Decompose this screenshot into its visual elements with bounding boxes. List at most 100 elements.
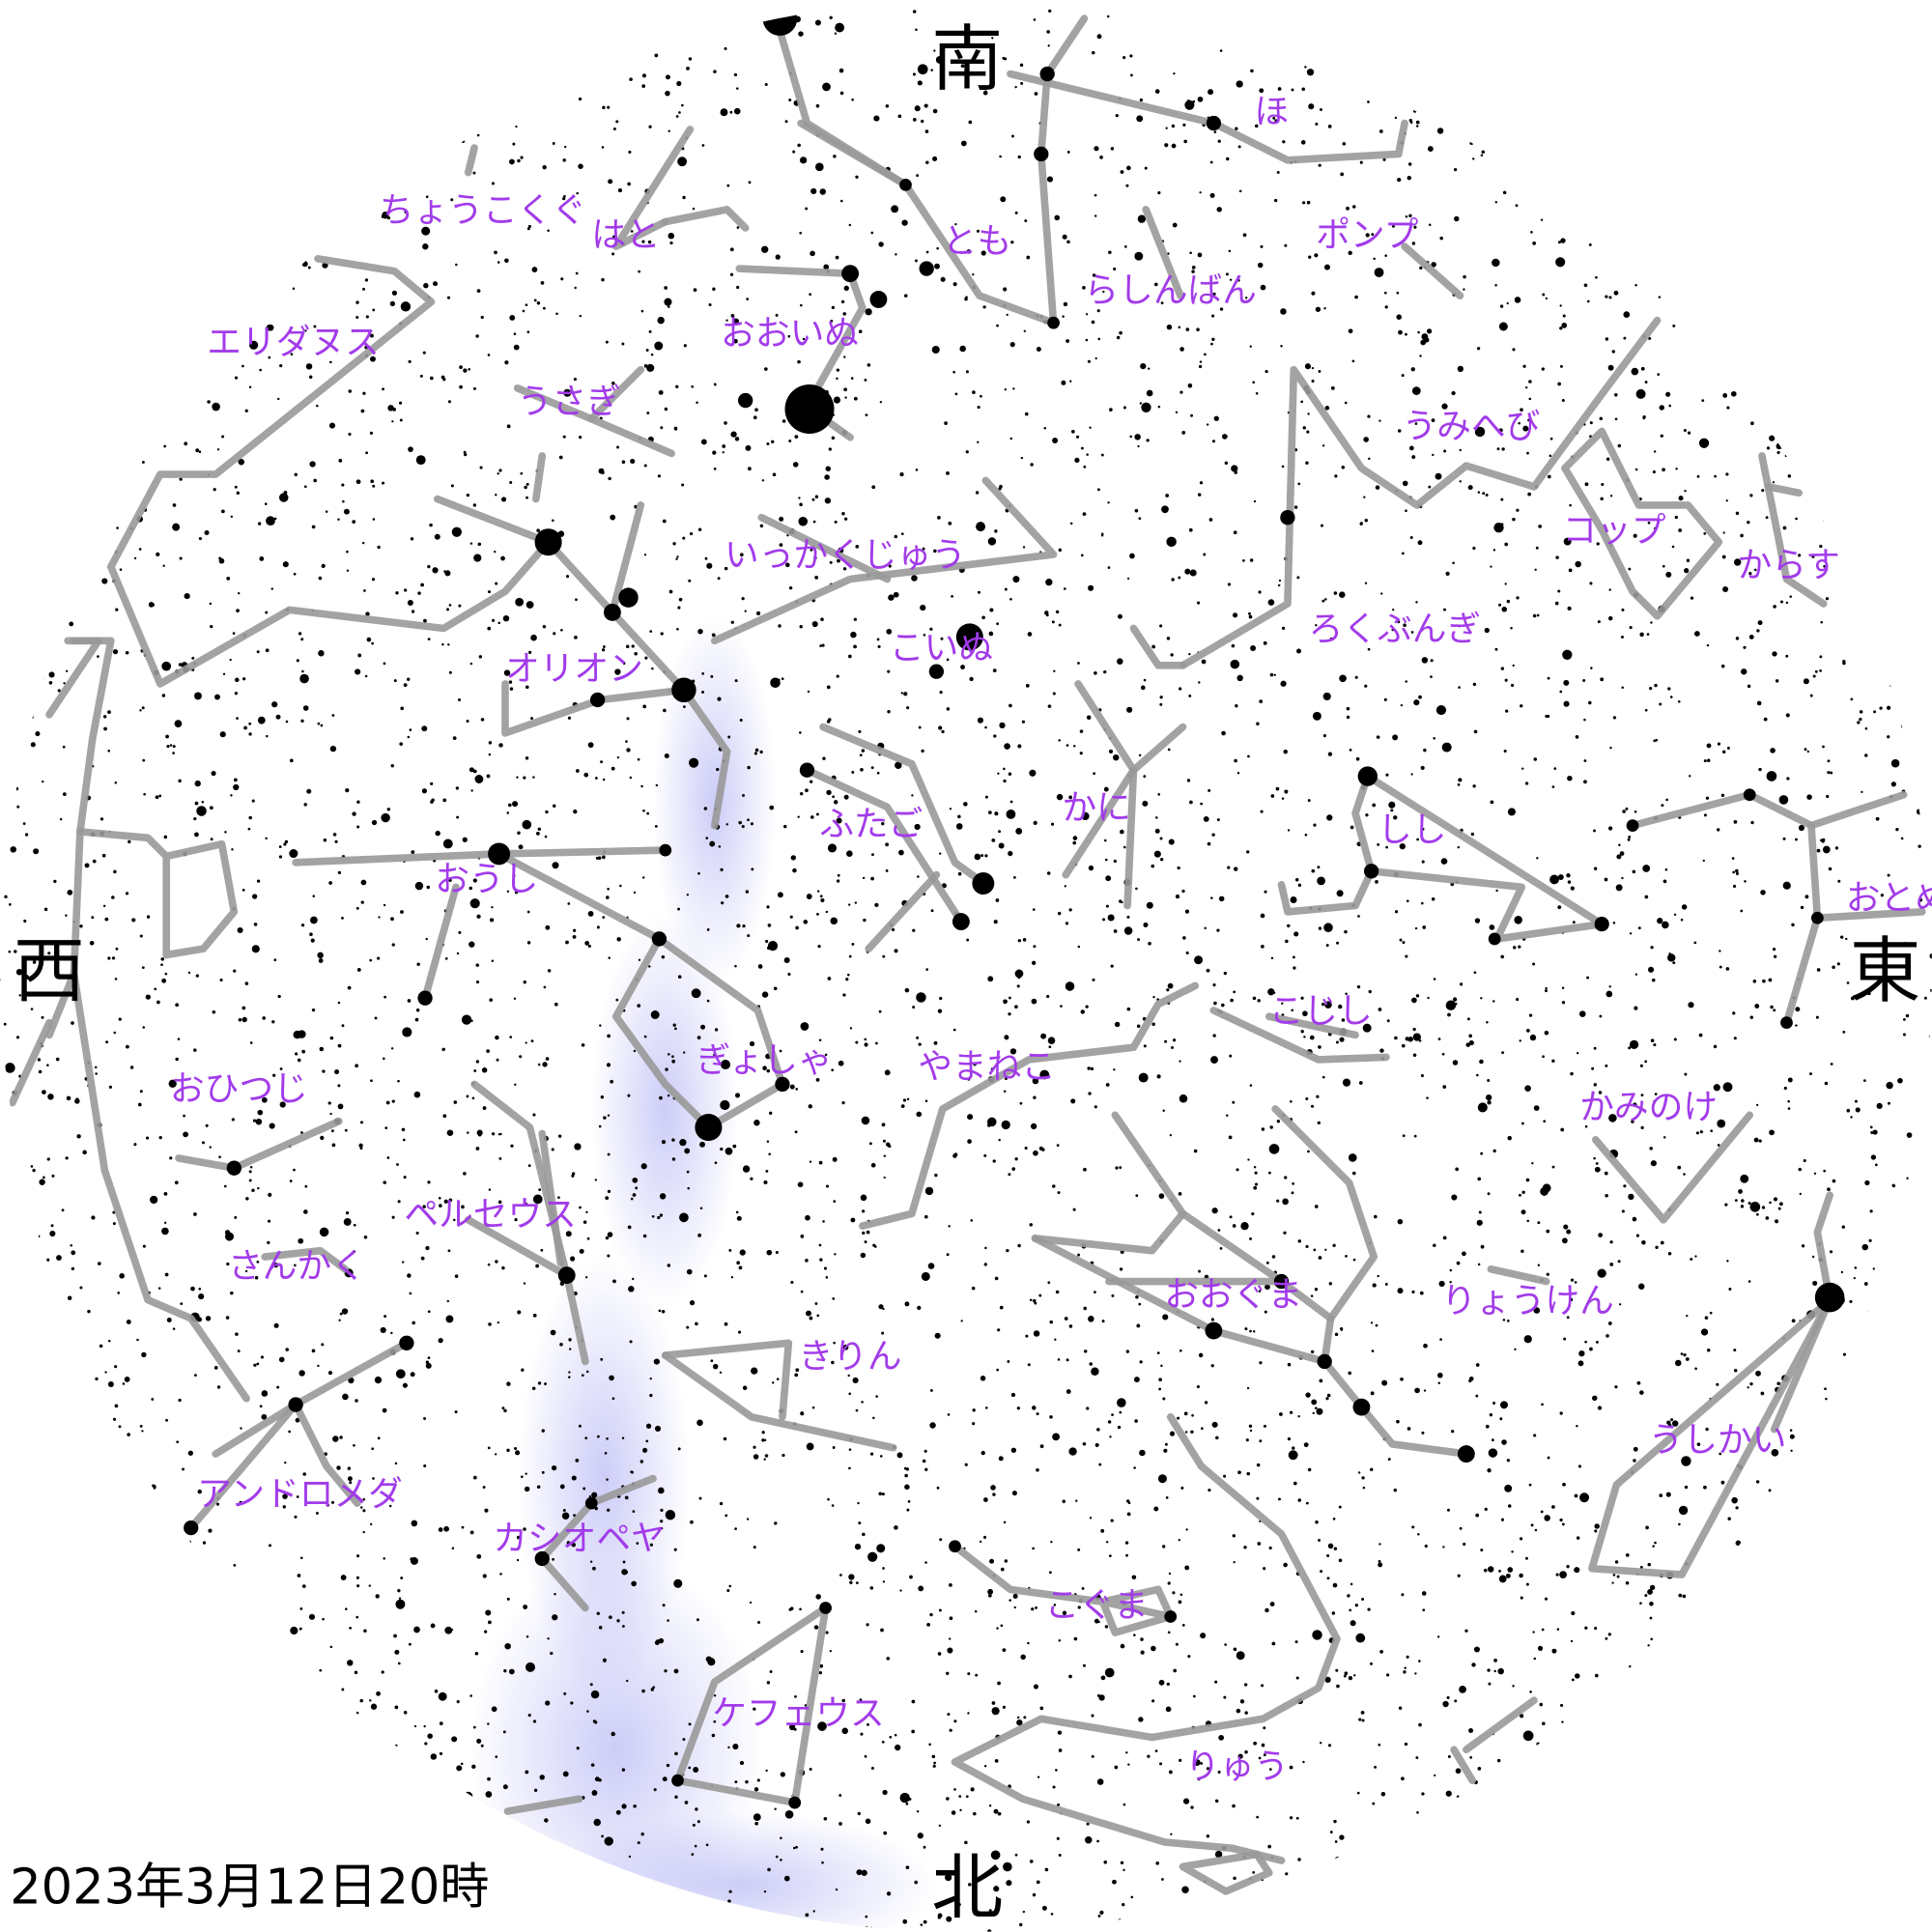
star xyxy=(18,994,22,997)
star xyxy=(829,1650,832,1653)
star xyxy=(1623,336,1627,340)
star xyxy=(1589,421,1593,425)
star xyxy=(957,814,961,819)
star xyxy=(477,542,482,547)
star xyxy=(761,1438,765,1442)
star xyxy=(1362,1023,1372,1033)
bright-star xyxy=(651,931,668,947)
star xyxy=(747,934,751,938)
star xyxy=(1929,952,1932,959)
star xyxy=(841,1698,845,1703)
star xyxy=(1409,121,1413,125)
star xyxy=(878,1492,883,1496)
star xyxy=(1305,1501,1309,1505)
star xyxy=(369,355,376,362)
star xyxy=(1735,1506,1739,1510)
star xyxy=(1072,840,1077,845)
star xyxy=(55,1057,60,1062)
star xyxy=(565,1231,572,1237)
star xyxy=(1117,1398,1126,1407)
star xyxy=(753,1787,759,1792)
star xyxy=(1571,1678,1575,1682)
star xyxy=(1326,1577,1330,1580)
star xyxy=(1480,1548,1484,1552)
star xyxy=(1472,157,1475,160)
star xyxy=(671,1138,675,1142)
star xyxy=(1244,1327,1248,1331)
star xyxy=(664,407,668,412)
star xyxy=(631,644,635,648)
constellation-line xyxy=(501,680,688,737)
constellation-name: うさぎ xyxy=(518,382,621,421)
star xyxy=(447,1249,451,1253)
star xyxy=(1046,871,1051,875)
constellation-line xyxy=(803,766,965,925)
star xyxy=(1672,961,1676,965)
star xyxy=(488,1188,492,1191)
star xyxy=(526,941,531,945)
star xyxy=(1569,503,1572,507)
star xyxy=(999,1305,1004,1310)
star xyxy=(736,226,740,229)
star xyxy=(1003,1861,1012,1872)
star xyxy=(1107,566,1111,569)
star xyxy=(122,1382,126,1385)
star xyxy=(1052,1433,1061,1441)
star xyxy=(1110,964,1114,968)
star xyxy=(1457,1574,1461,1577)
star xyxy=(284,1461,287,1464)
star xyxy=(434,1689,439,1693)
star xyxy=(444,570,451,577)
star xyxy=(699,1141,706,1148)
star xyxy=(1009,597,1012,601)
star xyxy=(1198,1352,1204,1358)
star xyxy=(1766,771,1777,781)
star xyxy=(781,1453,785,1458)
star xyxy=(911,1729,915,1734)
star xyxy=(1119,1267,1123,1271)
star xyxy=(1367,1607,1371,1611)
star xyxy=(1031,1122,1037,1130)
star xyxy=(641,73,647,78)
star xyxy=(194,801,199,806)
star xyxy=(343,1217,352,1226)
star xyxy=(1146,439,1150,442)
star xyxy=(1085,1835,1093,1844)
constellation-line xyxy=(1007,70,1408,164)
star xyxy=(891,205,899,213)
star xyxy=(870,766,874,770)
star xyxy=(223,1184,227,1188)
star xyxy=(1088,865,1094,871)
star xyxy=(831,305,836,310)
star xyxy=(925,250,929,254)
star xyxy=(717,577,721,581)
star xyxy=(298,632,302,636)
star xyxy=(1324,1676,1331,1684)
star xyxy=(1032,908,1036,911)
star xyxy=(1722,531,1725,534)
star xyxy=(47,1094,54,1100)
star xyxy=(1108,1554,1112,1557)
star xyxy=(1787,1077,1793,1083)
star xyxy=(297,1574,301,1577)
star xyxy=(741,597,745,601)
star xyxy=(819,644,822,647)
star xyxy=(907,1499,911,1503)
star xyxy=(1339,591,1346,598)
star xyxy=(341,1688,345,1691)
star xyxy=(156,1000,160,1005)
star xyxy=(262,1016,266,1020)
star xyxy=(673,1668,679,1674)
star xyxy=(506,811,510,814)
star xyxy=(427,1310,431,1314)
star xyxy=(1406,1655,1409,1659)
star xyxy=(1300,400,1304,404)
star xyxy=(1474,918,1481,923)
star xyxy=(1464,1629,1468,1633)
star xyxy=(1880,894,1884,897)
star xyxy=(965,370,969,374)
star xyxy=(347,985,352,990)
star xyxy=(714,1028,719,1032)
star xyxy=(924,129,929,133)
bright-star xyxy=(762,1,798,36)
